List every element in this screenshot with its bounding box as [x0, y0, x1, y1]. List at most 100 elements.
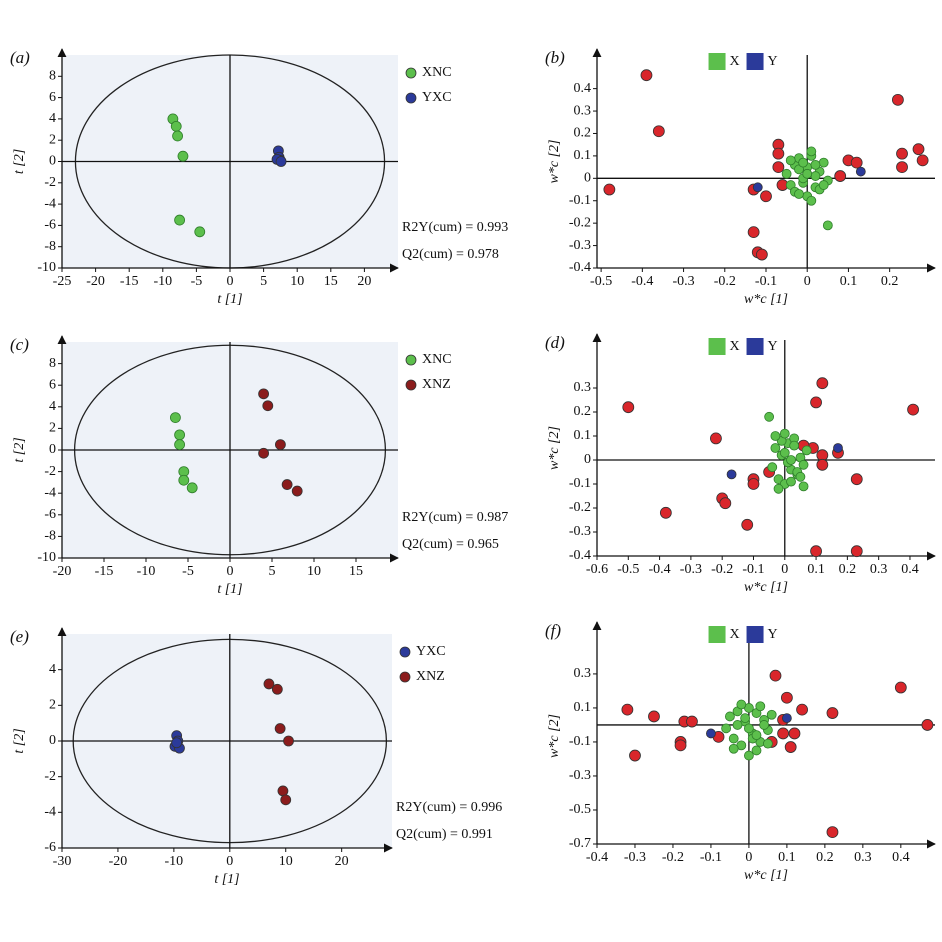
point — [652, 125, 665, 138]
point — [760, 190, 772, 203]
annotation: R2Y(cum) = 0.996 — [396, 800, 502, 815]
x-tick-label: -0.5 — [617, 562, 639, 577]
y-tick-label: -10 — [37, 550, 56, 565]
x-tick-label: 0.3 — [870, 562, 888, 577]
point — [291, 485, 303, 497]
annotation: R2Y(cum) = 0.987 — [402, 510, 508, 525]
y-tick-label: -4 — [44, 805, 56, 820]
point — [740, 713, 751, 724]
y-tick-label: 0 — [49, 733, 56, 748]
x-tick-label: 0 — [781, 562, 788, 577]
x-tick-label: -20 — [53, 564, 72, 579]
y-tick-label: 2 — [49, 421, 56, 436]
point — [806, 195, 817, 206]
point — [822, 220, 833, 231]
y-tick-label: 8 — [49, 356, 56, 371]
point — [850, 545, 863, 558]
x-tick-label: -0.2 — [711, 562, 733, 577]
legend-label: YXC — [416, 644, 446, 659]
x-tick-label: -25 — [53, 274, 72, 289]
x-tick-label: -20 — [86, 274, 105, 289]
point — [629, 749, 641, 762]
y-tick-label: 0.3 — [574, 103, 592, 118]
legend-label: X — [730, 339, 740, 354]
panel-label: (f) — [545, 621, 561, 640]
y-axis-label: w*c [2] — [547, 714, 562, 758]
point — [281, 479, 293, 490]
y-tick-label: -6 — [44, 218, 56, 233]
point — [621, 703, 634, 716]
y-tick-label: 0.1 — [574, 700, 592, 715]
point — [169, 412, 181, 424]
y-tick-label: -0.1 — [569, 193, 591, 208]
point — [174, 214, 186, 226]
y-tick-label: -0.4 — [569, 260, 591, 275]
point — [706, 728, 716, 739]
x-tick-label: 0.2 — [881, 274, 899, 289]
annotation: R2Y(cum) = 0.993 — [402, 220, 508, 235]
x-tick-label: 0.3 — [854, 850, 872, 865]
point — [912, 143, 925, 156]
point — [280, 794, 292, 806]
y-tick-label: -8 — [44, 529, 56, 544]
y-tick-label: -0.1 — [569, 734, 591, 749]
point — [728, 733, 739, 744]
x-tick-label: 15 — [349, 564, 363, 579]
y-tick-label: -0.5 — [569, 802, 591, 817]
legend-marker — [405, 379, 417, 391]
y-tick-label: -0.2 — [569, 215, 591, 230]
x-tick-label: 20 — [335, 854, 349, 869]
legend-marker — [746, 53, 764, 70]
point — [177, 150, 189, 162]
x-axis-label: t [1] — [217, 582, 242, 597]
point — [834, 170, 847, 182]
y-axis-label: w*c [2] — [547, 140, 562, 184]
point — [751, 745, 762, 756]
point — [816, 458, 829, 471]
point — [777, 727, 789, 740]
x-tick-label: -0.4 — [586, 850, 608, 865]
x-tick-label: 10 — [279, 854, 293, 869]
x-tick-label: 10 — [307, 564, 321, 579]
y-tick-label: 0.3 — [574, 666, 592, 681]
y-tick-label: 2 — [49, 698, 56, 713]
y-tick-label: 0 — [49, 442, 56, 457]
x-tick-label: -10 — [165, 854, 184, 869]
point — [855, 166, 866, 177]
y-tick-label: -0.3 — [569, 768, 591, 783]
y-tick-label: 6 — [49, 377, 56, 392]
point — [826, 707, 839, 719]
point — [262, 400, 274, 412]
point — [798, 481, 809, 492]
point — [794, 189, 804, 199]
x-axis-label: w*c [1] — [744, 292, 788, 307]
panel-label: (e) — [10, 627, 29, 646]
y-axis-label: t [2] — [12, 437, 27, 462]
legend-marker — [708, 338, 726, 355]
point — [258, 388, 270, 400]
x-tick-label: -30 — [53, 854, 72, 869]
point — [896, 161, 908, 174]
point — [896, 147, 908, 160]
point — [818, 157, 829, 168]
point — [728, 743, 739, 754]
x-tick-label: -0.1 — [742, 562, 764, 577]
x-axis-label: t [1] — [214, 872, 239, 887]
point — [726, 469, 737, 480]
y-tick-label: 0.2 — [574, 126, 592, 141]
y-tick-label: 0.2 — [574, 404, 592, 419]
y-tick-label: 8 — [49, 69, 56, 84]
y-tick-label: -0.7 — [569, 836, 591, 851]
point — [686, 715, 698, 728]
x-tick-label: -0.4 — [649, 562, 671, 577]
legend-marker — [405, 67, 417, 79]
point — [780, 691, 793, 704]
legend-marker — [399, 646, 411, 658]
point — [767, 462, 778, 473]
y-tick-label: -4 — [44, 196, 56, 211]
panel-label: (b) — [545, 48, 565, 67]
y-tick-label: -0.2 — [569, 500, 591, 515]
x-tick-label: -20 — [109, 854, 128, 869]
point — [172, 130, 183, 142]
point — [725, 711, 735, 722]
